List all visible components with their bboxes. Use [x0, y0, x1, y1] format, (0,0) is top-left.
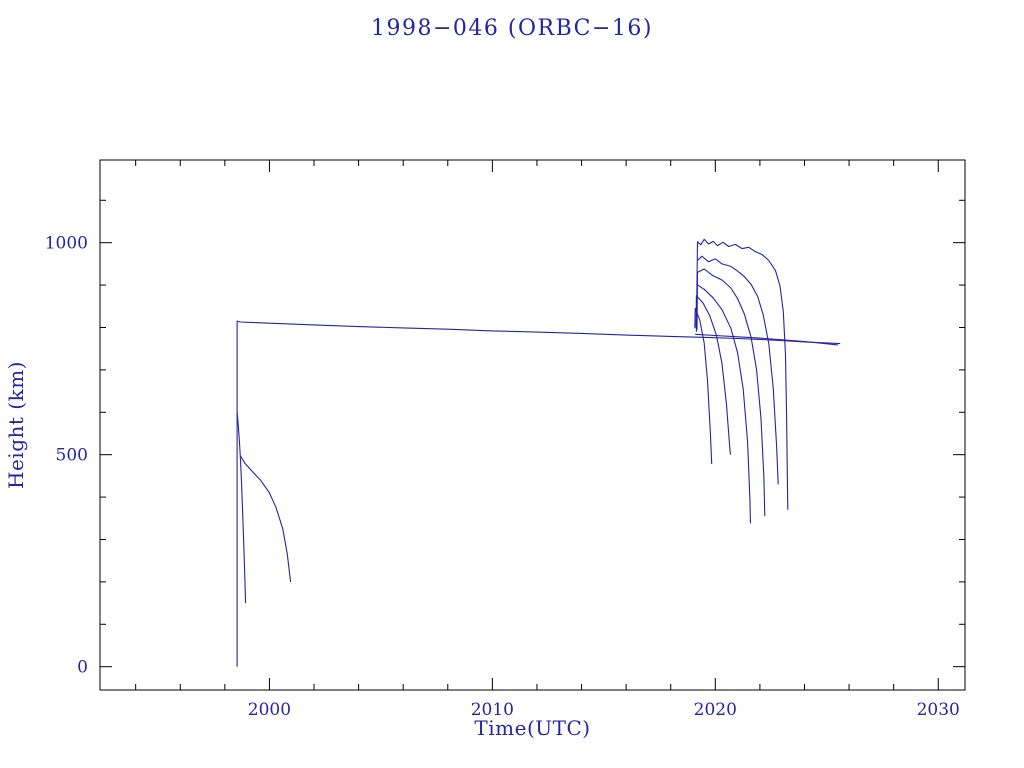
series-companion-object — [695, 333, 838, 346]
series-fragment-6 — [694, 307, 713, 465]
x-tick-label: 2010 — [471, 700, 514, 720]
x-tick-label: 2000 — [248, 700, 291, 720]
y-tick-label: 500 — [56, 446, 88, 466]
x-tick-label: 2020 — [694, 700, 737, 720]
y-tick-label: 0 — [77, 658, 88, 678]
series-early-decay-b — [240, 455, 292, 582]
series-early-decay-a — [236, 412, 247, 604]
y-tick-label: 1000 — [45, 234, 88, 254]
series-main-object — [236, 320, 841, 667]
x-axis-label: Time(UTC) — [474, 716, 591, 740]
series-fragment-3 — [696, 268, 766, 517]
series-fragment-1 — [695, 238, 789, 510]
plot-frame — [99, 159, 966, 691]
chart-title: 1998−046 (ORBC−16) — [370, 16, 653, 41]
series-fragment-5 — [695, 295, 732, 455]
series-fragment-4 — [696, 283, 752, 524]
series-fragment-2 — [697, 255, 779, 485]
x-tick-label: 2030 — [917, 700, 960, 720]
